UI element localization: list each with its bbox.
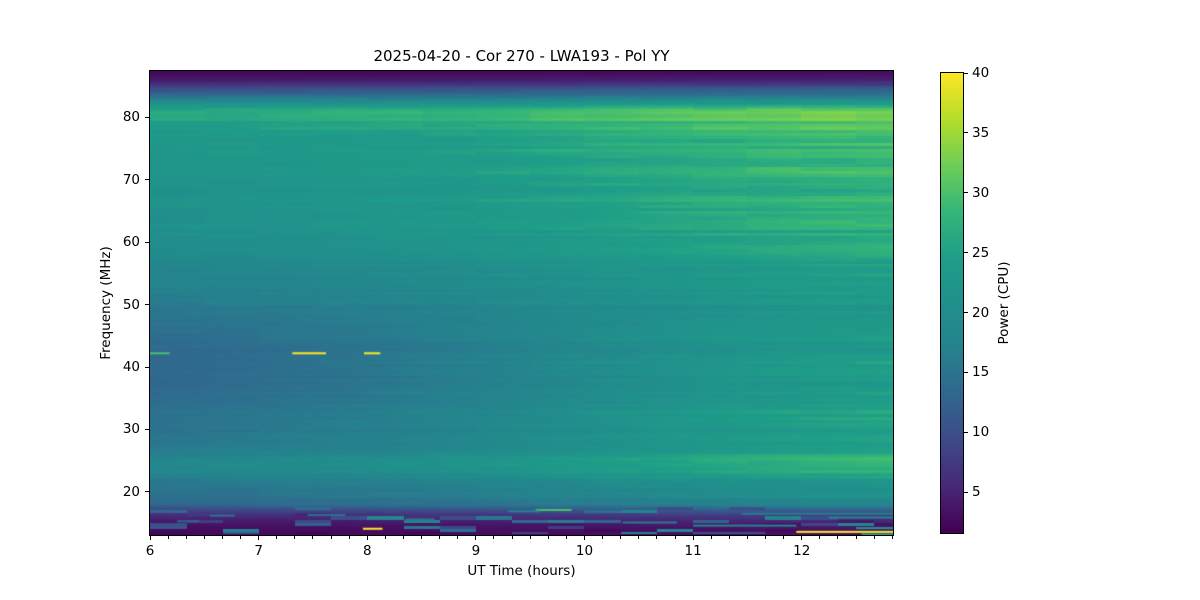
colorbar-tick-label: 35 xyxy=(972,124,990,141)
colorbar-canvas xyxy=(941,73,963,533)
x-minor-tick-mark xyxy=(819,536,821,539)
x-minor-tick-mark xyxy=(728,536,730,539)
colorbar-tick-mark xyxy=(964,252,968,254)
x-minor-tick-mark xyxy=(276,536,278,539)
x-tick-label: 6 xyxy=(145,543,155,559)
colorbar-tick-label: 15 xyxy=(972,364,990,381)
x-minor-tick-mark xyxy=(620,536,622,539)
colorbar-tick-label: 40 xyxy=(972,65,990,81)
colorbar-tick-label: 20 xyxy=(972,304,990,321)
chart-title: 2025-04-20 - Cor 270 - LWA193 - Pol YY xyxy=(373,47,670,65)
colorbar-tick-label: 30 xyxy=(972,184,990,201)
x-minor-tick-mark xyxy=(602,536,604,539)
y-tick-label: 80 xyxy=(122,109,140,126)
y-tick-mark xyxy=(145,179,149,181)
y-tick-label: 40 xyxy=(122,359,140,375)
x-axis-label: UT Time (hours) xyxy=(467,563,576,579)
x-minor-tick-mark xyxy=(240,536,242,539)
colorbar-tick-mark xyxy=(964,132,968,134)
x-tick-label: 12 xyxy=(793,543,811,559)
x-minor-tick-mark xyxy=(746,536,748,539)
x-minor-tick-mark xyxy=(203,536,205,539)
x-minor-tick-mark xyxy=(384,536,386,539)
x-minor-tick-mark xyxy=(565,536,567,539)
x-minor-tick-mark xyxy=(674,536,676,539)
x-tick-label: 10 xyxy=(575,543,594,559)
x-tick-mark xyxy=(149,536,151,540)
x-minor-tick-mark xyxy=(294,536,296,539)
x-tick-mark xyxy=(475,536,477,540)
x-tick-mark xyxy=(258,536,260,540)
y-tick-label: 30 xyxy=(122,421,140,438)
y-tick-mark xyxy=(145,491,149,493)
colorbar-tick-mark xyxy=(964,491,968,493)
x-minor-tick-mark xyxy=(765,536,767,539)
x-tick-mark xyxy=(584,536,585,540)
y-tick-label: 50 xyxy=(122,296,140,313)
x-minor-tick-mark xyxy=(457,536,459,539)
y-tick-mark xyxy=(145,116,149,118)
x-minor-tick-mark xyxy=(439,536,441,539)
x-minor-tick-mark xyxy=(891,536,893,539)
colorbar-tick-mark xyxy=(964,72,968,74)
x-minor-tick-mark xyxy=(330,536,332,539)
colorbar-tick-label: 5 xyxy=(972,484,981,501)
colorbar-tick-mark xyxy=(964,371,968,373)
x-minor-tick-mark xyxy=(783,536,785,539)
x-minor-tick-mark xyxy=(547,536,549,539)
x-minor-tick-mark xyxy=(493,536,495,539)
x-minor-tick-mark xyxy=(855,536,857,539)
x-tick-label: 7 xyxy=(254,543,263,559)
x-minor-tick-mark xyxy=(837,536,839,539)
x-minor-tick-mark xyxy=(167,536,169,539)
x-tick-mark xyxy=(692,536,694,540)
x-minor-tick-mark xyxy=(348,536,350,539)
x-minor-tick-mark xyxy=(710,536,712,539)
x-tick-mark xyxy=(801,536,803,540)
x-minor-tick-mark xyxy=(656,536,658,539)
y-tick-label: 70 xyxy=(122,171,140,188)
colorbar-tick-mark xyxy=(964,431,968,433)
spectrogram-canvas xyxy=(150,71,893,535)
y-tick-mark xyxy=(145,304,149,306)
colorbar-tick-mark xyxy=(964,312,968,314)
colorbar-label: Power (CPU) xyxy=(996,261,1012,345)
colorbar-tick-label: 25 xyxy=(972,244,990,261)
y-tick-label: 20 xyxy=(122,483,140,500)
colorbar-tick-mark xyxy=(964,192,968,194)
x-minor-tick-mark xyxy=(185,536,187,539)
x-minor-tick-mark xyxy=(638,536,640,539)
x-tick-label: 9 xyxy=(471,543,481,559)
y-tick-mark xyxy=(145,241,149,243)
y-tick-mark xyxy=(145,366,149,368)
x-minor-tick-mark xyxy=(312,536,314,539)
x-tick-label: 11 xyxy=(684,543,702,559)
y-tick-label: 60 xyxy=(122,234,140,251)
x-minor-tick-mark xyxy=(873,536,875,539)
x-minor-tick-mark xyxy=(402,536,404,539)
x-minor-tick-mark xyxy=(221,536,223,539)
x-minor-tick-mark xyxy=(511,536,513,539)
y-tick-mark xyxy=(145,428,149,430)
colorbar-tick-label: 10 xyxy=(972,424,990,441)
x-tick-label: 8 xyxy=(362,543,372,559)
x-minor-tick-mark xyxy=(529,536,531,539)
x-tick-mark xyxy=(366,536,368,540)
x-minor-tick-mark xyxy=(421,536,423,539)
